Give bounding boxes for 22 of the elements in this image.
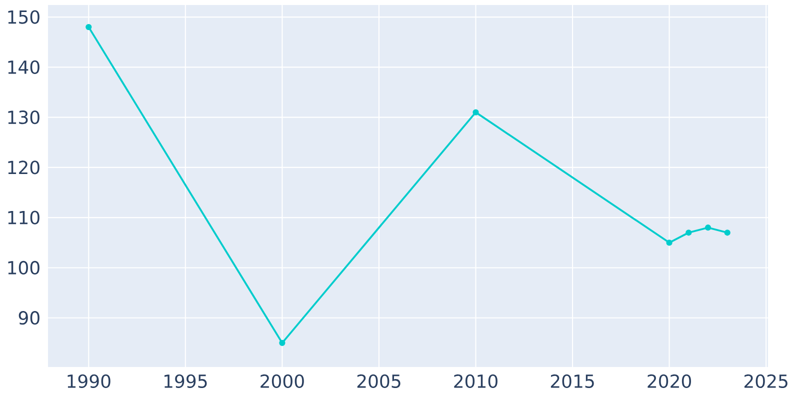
point	[472, 109, 479, 116]
point	[279, 340, 286, 346]
point	[86, 24, 92, 30]
x-tick-label: 2020	[648, 374, 692, 388]
y-tick-label: 100	[8, 260, 40, 275]
point	[724, 230, 730, 236]
x-tick-label: 2000	[260, 374, 304, 388]
x-tick-label: 2025	[744, 374, 788, 388]
point	[686, 230, 692, 236]
x-tick-label: 2010	[454, 374, 498, 388]
y-tick-label: 90	[18, 311, 40, 325]
x-tick-label: 2005	[357, 374, 400, 388]
y-tick-label: 150	[8, 10, 40, 24]
point	[704, 224, 712, 231]
x-tick-label: 1995	[164, 374, 207, 388]
y-tick-label: 140	[8, 60, 40, 74]
y-tick-label: 120	[8, 160, 40, 174]
x-tick-label: 1990	[68, 374, 110, 388]
y-tick-label: 110	[8, 210, 40, 224]
point	[666, 240, 672, 246]
y-tick-label: 130	[8, 110, 40, 124]
x-tick-label: 2015	[550, 374, 594, 388]
